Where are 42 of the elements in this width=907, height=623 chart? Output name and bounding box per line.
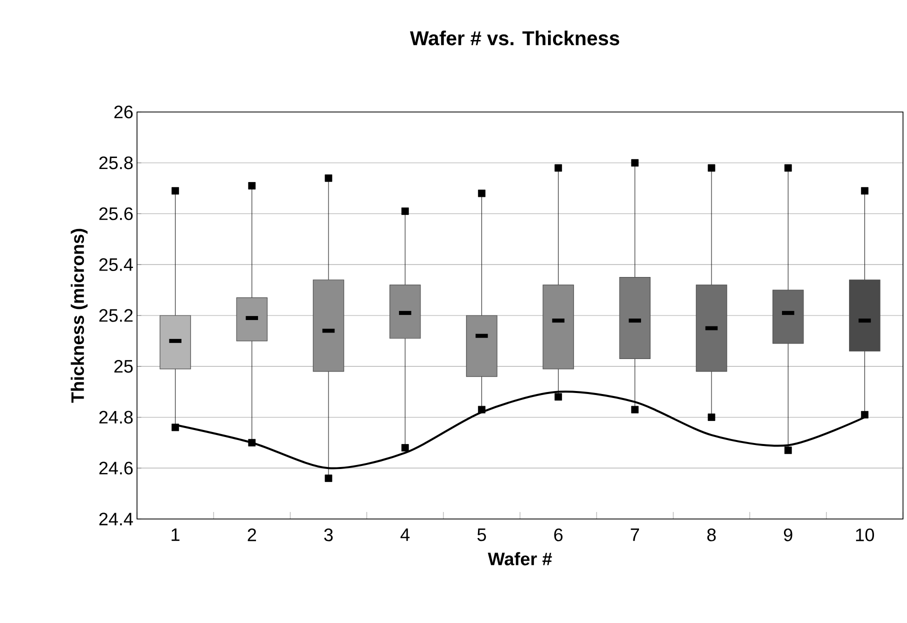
point: [248, 182, 256, 190]
y-tick-label: 25.6: [99, 207, 133, 220]
x-tick-label: 5: [477, 528, 486, 542]
point: [324, 474, 332, 482]
x-tick-label: 10: [856, 528, 874, 542]
point: [401, 444, 409, 452]
point: [554, 164, 562, 172]
point: [401, 207, 409, 215]
point: [631, 159, 639, 167]
chart-title: Wafer # vs. Thickness: [410, 30, 620, 46]
point: [708, 164, 716, 172]
point: [784, 446, 792, 454]
point: [631, 406, 639, 414]
x-tick-label: 9: [784, 528, 792, 542]
point: [324, 174, 332, 182]
y-tick-label: 24.6: [99, 462, 133, 474]
y-tick-label: 24.8: [99, 410, 133, 424]
point: [708, 414, 716, 421]
point: [478, 406, 486, 414]
y-tick-label: 25.4: [99, 258, 133, 271]
y-tick-label: 25.8: [99, 156, 133, 170]
point: [554, 393, 562, 401]
y-tick-label: 26: [114, 106, 133, 118]
x-tick-label: 8: [707, 528, 716, 542]
point: [861, 410, 868, 418]
point: [861, 187, 868, 195]
x-tick-label: 6: [554, 528, 563, 542]
y-tick-label: 24.4: [99, 512, 133, 526]
y-tick-label: 25: [114, 360, 133, 373]
point: [248, 438, 256, 446]
point: [172, 424, 180, 432]
point: [784, 164, 792, 172]
point: [478, 190, 486, 198]
point: [172, 187, 180, 195]
x-tick-label: 3: [324, 528, 333, 542]
x-tick-label: 2: [248, 528, 256, 542]
y-axis-title: Thickness (microns): [70, 228, 88, 403]
x-axis-title: Wafer #: [488, 552, 552, 566]
x-tick-label: 4: [400, 528, 410, 541]
y-tick-label: 25.2: [99, 309, 133, 322]
x-tick-label: 1: [172, 528, 180, 541]
x-tick-label: 7: [630, 528, 640, 541]
